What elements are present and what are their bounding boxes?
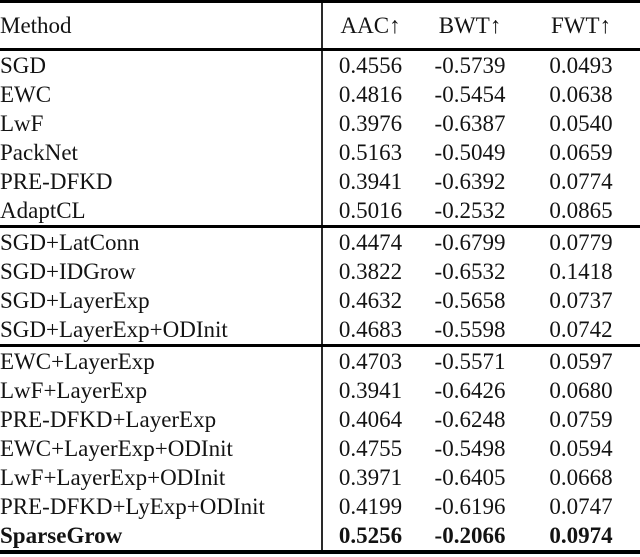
table-row: PackNet 0.5163 -0.5049 0.0659 <box>0 138 640 167</box>
table-row: PRE-DFKD 0.3941 -0.6392 0.0774 <box>0 167 640 196</box>
column-header-aac: AAC↑ <box>321 1 418 51</box>
column-header-fwt: FWT↑ <box>522 1 640 51</box>
cell-method: PackNet <box>0 139 78 165</box>
table-row: SGD+LayerExp 0.4632 -0.5658 0.0737 <box>0 286 640 315</box>
header-row: Method AAC↑ BWT↑ FWT↑ <box>0 1 640 51</box>
cell-aac: 0.5163 <box>321 138 418 167</box>
cell-bwt: -0.5049 <box>434 139 506 165</box>
cell-fwt: 0.0779 <box>549 229 613 255</box>
cell-method: SGD+LayerExp+ODInit <box>0 316 228 342</box>
cell-bwt: -0.5498 <box>434 435 506 461</box>
cell-aac: 0.4474 <box>321 226 418 257</box>
cell-bwt: -0.6387 <box>434 110 506 136</box>
cell-fwt: 0.0774 <box>549 168 613 194</box>
table-row: LwF+LayerExp+ODInit 0.3971 -0.6405 0.0668 <box>0 463 640 492</box>
cell-bwt: -0.6392 <box>434 168 506 194</box>
table-row: EWC+LayerExp 0.4703 -0.5571 0.0597 <box>0 345 640 376</box>
cell-fwt: 0.0540 <box>549 110 613 136</box>
cell-aac: 0.4683 <box>321 315 418 346</box>
row-group-baselines: SGD 0.4556 -0.5739 0.0493 EWC 0.4816 -0.5454 0.… <box>0 49 640 227</box>
cell-aac: 0.4703 <box>321 345 418 376</box>
cell-fwt: 0.1418 <box>549 258 613 284</box>
cell-method: SGD <box>0 52 47 78</box>
cell-fwt: 0.0680 <box>549 377 613 403</box>
cell-bwt: -0.6799 <box>434 229 506 255</box>
table-row: SGD+LayerExp+ODInit 0.4683 -0.5598 0.0742 <box>0 315 640 346</box>
cell-fwt: 0.0742 <box>549 316 613 342</box>
cell-method: EWC+LayerExp <box>0 348 155 374</box>
cell-fwt: 0.0638 <box>549 81 613 107</box>
cell-method: LwF <box>0 110 44 136</box>
cell-method: AdaptCL <box>0 197 86 223</box>
cell-aac: 0.3971 <box>321 463 418 492</box>
cell-fwt: 0.0597 <box>549 348 613 374</box>
column-header-method: Method <box>0 1 322 51</box>
cell-bwt: -0.6196 <box>434 493 506 519</box>
cell-bwt: -0.5658 <box>434 287 506 313</box>
cell-aac: 0.4755 <box>321 434 418 463</box>
cell-aac: 0.4064 <box>321 405 418 434</box>
cell-fwt: 0.0493 <box>549 52 613 78</box>
cell-bwt: -0.2532 <box>434 197 506 223</box>
cell-fwt: 0.0747 <box>549 493 613 519</box>
column-header-bwt: BWT↑ <box>418 1 522 51</box>
cell-fwt: 0.0737 <box>549 287 613 313</box>
cell-bwt: -0.5598 <box>434 316 506 342</box>
cell-bwt: -0.6405 <box>434 464 506 490</box>
table-row: LwF 0.3976 -0.6387 0.0540 <box>0 109 640 138</box>
cell-method: SGD+LayerExp <box>0 287 150 313</box>
cell-fwt: 0.0974 <box>549 522 613 548</box>
cell-bwt: -0.5739 <box>434 52 506 78</box>
cell-aac: 0.3822 <box>321 257 418 286</box>
table-row: SGD+IDGrow 0.3822 -0.6532 0.1418 <box>0 257 640 286</box>
cell-aac: 0.3976 <box>321 109 418 138</box>
cell-fwt: 0.0668 <box>549 464 613 490</box>
cell-bwt: -0.6426 <box>434 377 506 403</box>
cell-bwt: -0.6532 <box>434 258 506 284</box>
cell-aac: 0.5256 <box>321 521 418 552</box>
cell-method: PRE-DFKD+LyExp+ODInit <box>0 493 265 519</box>
cell-method: PRE-DFKD+LayerExp <box>0 406 217 432</box>
cell-bwt: -0.2066 <box>434 522 506 548</box>
table-row: EWC+LayerExp+ODInit 0.4755 -0.5498 0.0594 <box>0 434 640 463</box>
cell-method: SGD+IDGrow <box>0 258 136 284</box>
cell-bwt: -0.5454 <box>434 81 506 107</box>
table-row: PRE-DFKD+LyExp+ODInit 0.4199 -0.6196 0.0747 <box>0 492 640 521</box>
table-row: EWC 0.4816 -0.5454 0.0638 <box>0 80 640 109</box>
row-group-layerexp-variants: EWC+LayerExp 0.4703 -0.5571 0.0597 LwF+Layer… <box>0 345 640 552</box>
cell-aac: 0.3941 <box>321 376 418 405</box>
cell-fwt: 0.0759 <box>549 406 613 432</box>
cell-aac: 0.4556 <box>321 49 418 80</box>
table-header: Method AAC↑ BWT↑ FWT↑ <box>0 1 640 51</box>
cell-aac: 0.5016 <box>321 196 418 227</box>
cell-fwt: 0.0659 <box>549 139 613 165</box>
cell-aac: 0.3941 <box>321 167 418 196</box>
row-group-sgd-variants: SGD+LatConn 0.4474 -0.6799 0.0779 SGD+IDGrow… <box>0 226 640 346</box>
cell-method: LwF+LayerExp <box>0 377 148 403</box>
cell-method: EWC <box>0 81 52 107</box>
cell-method: EWC+LayerExp+ODInit <box>0 435 233 461</box>
cell-bwt: -0.6248 <box>434 406 506 432</box>
cell-method: LwF+LayerExp+ODInit <box>0 464 226 490</box>
cell-method: SparseGrow <box>0 522 123 548</box>
table-row: AdaptCL 0.5016 -0.2532 0.0865 <box>0 196 640 227</box>
cell-bwt: -0.5571 <box>434 348 506 374</box>
cell-fwt: 0.0865 <box>549 197 613 223</box>
table-row: SparseGrow 0.5256 -0.2066 0.0974 <box>0 521 640 552</box>
table-row: LwF+LayerExp 0.3941 -0.6426 0.0680 <box>0 376 640 405</box>
cell-method: PRE-DFKD <box>0 168 113 194</box>
table-row: PRE-DFKD+LayerExp 0.4064 -0.6248 0.0759 <box>0 405 640 434</box>
table-row: SGD+LatConn 0.4474 -0.6799 0.0779 <box>0 226 640 257</box>
cell-fwt: 0.0594 <box>549 435 613 461</box>
cell-aac: 0.4816 <box>321 80 418 109</box>
table-row: SGD 0.4556 -0.5739 0.0493 <box>0 49 640 80</box>
cell-aac: 0.4199 <box>321 492 418 521</box>
cell-aac: 0.4632 <box>321 286 418 315</box>
cell-method: SGD+LatConn <box>0 229 140 255</box>
